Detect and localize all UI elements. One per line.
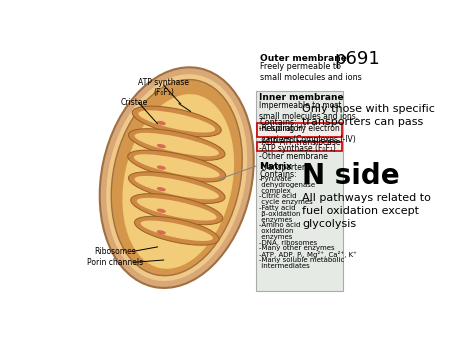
FancyBboxPatch shape [257, 123, 342, 137]
Text: oxidation: oxidation [259, 228, 293, 234]
Ellipse shape [157, 121, 166, 125]
Ellipse shape [128, 129, 225, 160]
Text: -Many other enzymes: -Many other enzymes [259, 245, 335, 251]
Text: Cristae: Cristae [121, 98, 148, 107]
Text: ATP synthase
(F₀F₁): ATP synthase (F₀F₁) [138, 77, 189, 97]
Text: Ribosomes: Ribosomes [94, 247, 136, 256]
Text: Only those with specific
transporters can pass: Only those with specific transporters ca… [302, 104, 435, 127]
Ellipse shape [157, 144, 166, 148]
Text: intermediates: intermediates [259, 263, 310, 269]
Ellipse shape [128, 172, 225, 203]
Text: -Amino acid: -Amino acid [259, 222, 301, 228]
Ellipse shape [135, 216, 219, 245]
Text: -Fatty acid: -Fatty acid [259, 205, 296, 211]
Ellipse shape [106, 74, 247, 281]
Text: enzymes: enzymes [259, 217, 292, 222]
FancyBboxPatch shape [257, 142, 342, 151]
Text: -ATP, ADP, Pᵢ, Mg²⁺, Ca²⁺, K⁺: -ATP, ADP, Pᵢ, Mg²⁺, Ca²⁺, K⁺ [259, 251, 357, 258]
Ellipse shape [157, 230, 166, 235]
Text: Contains:: Contains: [259, 170, 297, 179]
Text: β-oxidation: β-oxidation [259, 211, 301, 217]
Text: Impermeable to most
small molecules and ions,
including H⁺: Impermeable to most small molecules and … [259, 101, 358, 132]
Text: -Citric acid: -Citric acid [259, 193, 297, 199]
Text: complex: complex [259, 188, 291, 194]
Ellipse shape [135, 133, 219, 156]
Ellipse shape [135, 176, 219, 199]
Ellipse shape [137, 198, 217, 220]
Text: Porin channels: Porin channels [87, 258, 143, 267]
Ellipse shape [157, 209, 166, 213]
Ellipse shape [138, 110, 215, 132]
Text: -Other membrane
 transporters: -Other membrane transporters [259, 152, 328, 172]
Text: Outer membrane: Outer membrane [260, 54, 347, 64]
Text: Inner membrane: Inner membrane [259, 93, 344, 102]
Ellipse shape [140, 220, 213, 241]
Text: All pathways related to
fuel oxidation except
glycolysis: All pathways related to fuel oxidation e… [302, 193, 431, 230]
Text: -Respiratory electron
 carriers (Complexes I-IV): -Respiratory electron carriers (Complexe… [259, 124, 356, 144]
Text: p691: p691 [335, 50, 381, 68]
Text: N side: N side [302, 162, 400, 190]
Text: Matrix: Matrix [259, 162, 292, 171]
Ellipse shape [134, 154, 220, 178]
Text: Contains:: Contains: [259, 118, 297, 126]
Ellipse shape [132, 106, 221, 137]
Text: -Many soluble metabolic: -Many soluble metabolic [259, 257, 345, 263]
Text: Freely permeable to
small molecules and ions: Freely permeable to small molecules and … [260, 62, 362, 82]
FancyBboxPatch shape [256, 91, 343, 291]
Ellipse shape [157, 166, 166, 170]
Ellipse shape [122, 94, 234, 269]
Text: enzymes: enzymes [259, 234, 292, 240]
Text: dehydrogenase: dehydrogenase [259, 182, 315, 188]
Ellipse shape [157, 187, 166, 191]
Ellipse shape [100, 67, 254, 288]
Text: -DNA, ribosomes: -DNA, ribosomes [259, 240, 317, 246]
Ellipse shape [130, 194, 223, 225]
Ellipse shape [128, 150, 226, 182]
Ellipse shape [111, 79, 242, 276]
Text: -ATP synthase (F₀F₁): -ATP synthase (F₀F₁) [259, 144, 336, 153]
Text: -Pyruvate: -Pyruvate [259, 176, 292, 182]
Text: -ADP-ATP translocase: -ADP-ATP translocase [259, 138, 341, 147]
Text: cycle enzymes: cycle enzymes [259, 199, 313, 205]
